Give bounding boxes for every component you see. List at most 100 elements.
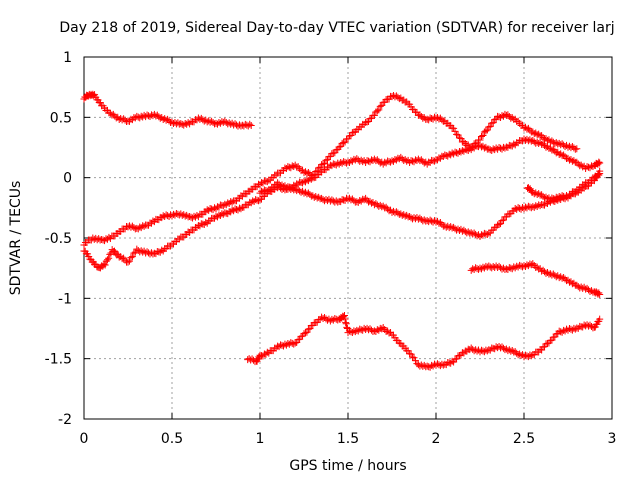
data-point bbox=[508, 114, 516, 122]
data-point bbox=[479, 142, 487, 150]
data-point bbox=[246, 120, 254, 128]
data-point bbox=[161, 115, 169, 123]
data-point bbox=[312, 192, 320, 200]
data-point bbox=[420, 216, 428, 224]
data-point bbox=[538, 267, 546, 275]
data-point bbox=[344, 135, 352, 143]
data-point bbox=[438, 116, 446, 124]
data-point bbox=[209, 119, 217, 127]
data-point bbox=[306, 191, 314, 199]
y-axis-label: SDTVAR / TECUs bbox=[8, 181, 24, 296]
data-point bbox=[215, 211, 223, 219]
data-point bbox=[568, 157, 576, 165]
y-tick-label: 1 bbox=[63, 50, 72, 66]
data-point bbox=[552, 139, 560, 147]
data-point bbox=[348, 195, 356, 203]
data-point bbox=[372, 157, 380, 165]
data-point bbox=[375, 106, 383, 114]
data-point bbox=[329, 160, 337, 168]
data-point bbox=[552, 149, 560, 157]
data-point bbox=[288, 184, 296, 192]
data-point bbox=[106, 109, 114, 117]
data-point bbox=[350, 155, 358, 163]
data-point bbox=[391, 155, 399, 163]
y-tick-label: -2 bbox=[58, 412, 72, 428]
data-point bbox=[409, 157, 417, 165]
data-point bbox=[457, 134, 465, 142]
data-point bbox=[345, 194, 353, 202]
data-point bbox=[541, 268, 549, 276]
data-point bbox=[557, 150, 565, 158]
data-point bbox=[538, 140, 546, 148]
data-point bbox=[420, 114, 428, 122]
data-point bbox=[343, 159, 351, 167]
data-point bbox=[419, 157, 427, 165]
data-point bbox=[203, 206, 211, 214]
data-point bbox=[543, 136, 551, 144]
data-point bbox=[411, 156, 419, 164]
data-point bbox=[315, 193, 323, 201]
data-point bbox=[407, 350, 415, 358]
data-point bbox=[483, 126, 491, 134]
data-point bbox=[498, 217, 506, 225]
data-point bbox=[216, 119, 224, 127]
data-point bbox=[431, 157, 439, 165]
data-point bbox=[453, 149, 461, 157]
data-point bbox=[136, 114, 144, 122]
data-point bbox=[340, 139, 348, 147]
data-point bbox=[502, 265, 510, 273]
data-point bbox=[231, 205, 239, 213]
data-point bbox=[98, 235, 106, 243]
data-point bbox=[417, 156, 425, 164]
data-point bbox=[381, 204, 389, 212]
data-point bbox=[112, 114, 120, 122]
series-track-6 bbox=[467, 260, 604, 298]
data-point bbox=[331, 149, 339, 157]
data-point bbox=[347, 196, 355, 204]
data-point bbox=[164, 115, 172, 123]
data-point bbox=[103, 256, 111, 264]
data-point bbox=[457, 148, 465, 156]
data-point bbox=[549, 145, 557, 153]
data-point bbox=[211, 204, 219, 212]
series-track-1 bbox=[80, 90, 255, 130]
data-point bbox=[158, 246, 166, 254]
data-point bbox=[508, 346, 516, 354]
data-point bbox=[473, 232, 481, 240]
data-point bbox=[373, 156, 381, 164]
data-point bbox=[477, 231, 485, 239]
data-point bbox=[394, 93, 402, 101]
data-point bbox=[152, 112, 160, 120]
data-point bbox=[533, 203, 541, 211]
data-point bbox=[237, 205, 245, 213]
data-point bbox=[376, 159, 384, 167]
data-point bbox=[482, 230, 490, 238]
series-track-5 bbox=[524, 170, 604, 204]
data-point bbox=[416, 157, 424, 165]
data-point bbox=[398, 155, 406, 163]
data-point bbox=[290, 340, 298, 348]
data-point bbox=[543, 195, 551, 203]
data-point bbox=[414, 155, 422, 163]
data-point bbox=[541, 141, 549, 149]
data-point bbox=[253, 196, 261, 204]
data-point bbox=[410, 354, 418, 362]
data-point bbox=[485, 123, 493, 131]
data-point bbox=[397, 153, 405, 161]
data-point bbox=[165, 117, 173, 125]
data-point bbox=[307, 175, 315, 183]
data-point bbox=[558, 274, 566, 282]
data-point bbox=[363, 157, 371, 165]
data-point bbox=[362, 194, 370, 202]
data-point bbox=[301, 168, 309, 176]
data-point bbox=[158, 214, 166, 222]
data-point bbox=[554, 194, 562, 202]
data-point bbox=[250, 356, 258, 364]
data-point bbox=[416, 111, 424, 119]
data-point bbox=[571, 325, 579, 333]
data-point bbox=[542, 193, 550, 201]
data-point bbox=[125, 257, 133, 265]
data-point bbox=[394, 209, 402, 217]
data-point bbox=[228, 198, 236, 206]
data-point bbox=[400, 211, 408, 219]
